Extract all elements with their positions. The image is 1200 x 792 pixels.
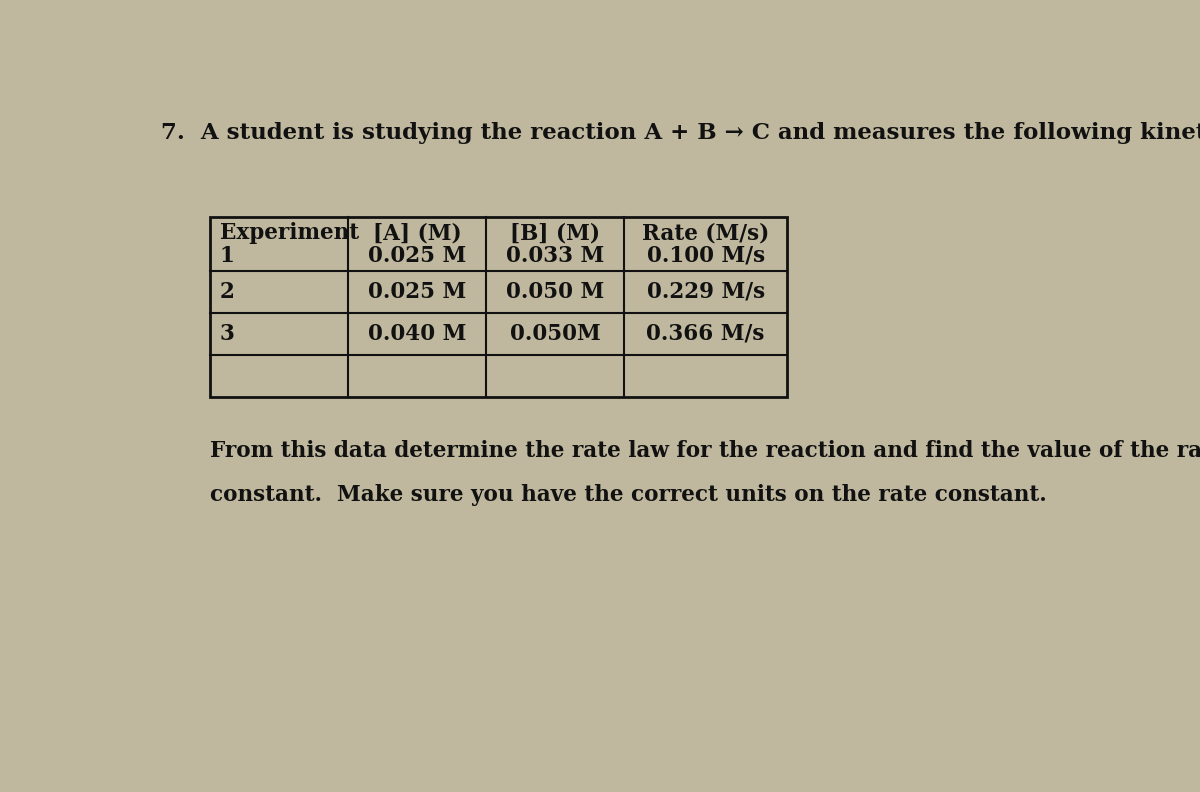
Text: 0.025 M: 0.025 M <box>368 245 467 267</box>
Text: 0.050M: 0.050M <box>510 323 600 345</box>
Text: constant.  Make sure you have the correct units on the rate constant.: constant. Make sure you have the correct… <box>210 483 1048 505</box>
Text: [A] (M): [A] (M) <box>373 223 462 244</box>
Text: Rate (M/s): Rate (M/s) <box>642 223 769 244</box>
Text: 1: 1 <box>220 245 235 267</box>
Text: 0.050 M: 0.050 M <box>506 281 605 303</box>
Text: 0.229 M/s: 0.229 M/s <box>647 281 764 303</box>
Text: 0.025 M: 0.025 M <box>368 281 467 303</box>
Text: [B] (M): [B] (M) <box>510 223 600 244</box>
Text: 0.366 M/s: 0.366 M/s <box>647 323 764 345</box>
Text: Experiment: Experiment <box>220 223 359 244</box>
Text: 0.100 M/s: 0.100 M/s <box>647 245 764 267</box>
Text: 3: 3 <box>220 323 235 345</box>
Text: 7.  A student is studying the reaction A + B → C and measures the following kine: 7. A student is studying the reaction A … <box>161 123 1200 144</box>
Text: 0.033 M: 0.033 M <box>506 245 605 267</box>
Text: From this data determine the rate law for the reaction and find the value of the: From this data determine the rate law fo… <box>210 440 1200 462</box>
Text: 0.040 M: 0.040 M <box>368 323 467 345</box>
Text: 2: 2 <box>220 281 235 303</box>
